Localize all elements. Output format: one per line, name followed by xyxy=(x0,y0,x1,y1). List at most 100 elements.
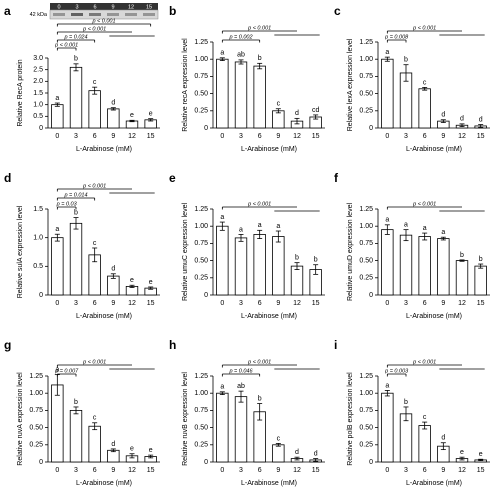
significance-letter: a xyxy=(276,223,280,230)
bar xyxy=(216,58,229,129)
blot-band-signal xyxy=(89,13,101,16)
p-value: p = 0.03 xyxy=(56,201,78,207)
significance-letter: a xyxy=(385,217,389,224)
p-value: p = 0.003 xyxy=(384,368,409,374)
x-tick-label: 9 xyxy=(111,467,115,474)
y-tick-label: 0 xyxy=(369,125,373,132)
bar xyxy=(51,237,64,296)
y-tick-label: 1.00 xyxy=(194,223,208,230)
significance-letter: a xyxy=(220,384,224,391)
blot-marker: 42 kDa xyxy=(30,12,48,18)
significance-letter: cd xyxy=(312,107,320,114)
x-axis-title: L-Arabinose (mM) xyxy=(241,480,297,487)
x-axis-title: L-Arabinose (mM) xyxy=(406,313,462,320)
x-tick-label: 12 xyxy=(128,133,136,140)
bar xyxy=(69,222,83,296)
bar xyxy=(69,409,83,463)
significance-letter: e xyxy=(149,447,153,454)
x-tick-label: 12 xyxy=(458,133,466,140)
bar xyxy=(107,108,120,129)
y-tick-label: 0.25 xyxy=(29,442,43,449)
x-tick-label: 6 xyxy=(93,133,97,140)
p-value: p < 0.001 xyxy=(412,25,436,31)
p-value: p < 0.001 xyxy=(82,26,106,32)
x-tick-label: 9 xyxy=(111,300,115,307)
significance-letter: d xyxy=(460,116,464,123)
bar xyxy=(418,88,431,129)
significance-letter: b xyxy=(258,395,262,402)
y-tick-label: 0 xyxy=(204,125,208,132)
significance-letter: ab xyxy=(237,383,245,390)
blot-lane-label: 12 xyxy=(128,4,134,10)
x-tick-label: 15 xyxy=(312,467,320,474)
y-tick-label: 0.75 xyxy=(359,73,373,80)
y-tick-label: 0.25 xyxy=(194,108,208,115)
x-tick-label: 6 xyxy=(258,133,262,140)
y-tick-label: 1.25 xyxy=(359,206,373,213)
bar xyxy=(51,104,64,129)
x-tick-label: 0 xyxy=(220,300,224,307)
x-tick-label: 12 xyxy=(458,467,466,474)
y-axis-title: Relative umuD expression level xyxy=(347,203,354,301)
y-tick-label: 0 xyxy=(369,292,373,299)
x-tick-label: 12 xyxy=(128,300,136,307)
significance-letter: b xyxy=(460,252,464,259)
x-tick-label: 15 xyxy=(147,467,155,474)
bar xyxy=(272,444,285,463)
x-tick-label: 15 xyxy=(312,300,320,307)
y-axis-title: Relative RecA protein xyxy=(17,59,24,126)
panel-label: f xyxy=(334,171,339,185)
x-tick-label: 12 xyxy=(293,300,301,307)
x-tick-label: 6 xyxy=(93,300,97,307)
significance-letter: c xyxy=(93,79,97,86)
blot-band-signal xyxy=(71,13,83,16)
x-tick-label: 6 xyxy=(258,467,262,474)
y-tick-label: 0.75 xyxy=(359,240,373,247)
y-tick-label: 1.25 xyxy=(194,373,208,380)
bar xyxy=(88,90,101,129)
bar xyxy=(437,238,450,296)
p-value: p < 0.001 xyxy=(247,359,271,365)
significance-letter: c xyxy=(423,414,427,421)
y-tick-label: 0 xyxy=(39,125,43,132)
significance-letter: d xyxy=(295,110,299,117)
x-axis-title: L-Arabinose (mM) xyxy=(241,313,297,320)
y-tick-label: 1.00 xyxy=(359,223,373,230)
panel-label: a xyxy=(4,4,11,18)
bar xyxy=(234,237,248,296)
x-tick-label: 0 xyxy=(55,133,59,140)
bar xyxy=(474,265,487,296)
y-tick-label: 0 xyxy=(204,292,208,299)
x-axis-title: L-Arabinose (mM) xyxy=(241,146,297,153)
x-tick-label: 15 xyxy=(147,300,155,307)
p-value: p < 0.001 xyxy=(54,42,78,48)
x-tick-label: 6 xyxy=(423,300,427,307)
x-tick-label: 9 xyxy=(441,133,445,140)
x-tick-label: 0 xyxy=(220,133,224,140)
blot-lane-label: 15 xyxy=(146,4,152,10)
p-value: p = 0.002 xyxy=(228,34,252,40)
y-tick-label: 0.50 xyxy=(194,257,208,264)
x-tick-label: 3 xyxy=(404,300,408,307)
blot-header xyxy=(50,3,158,10)
x-tick-label: 9 xyxy=(111,133,115,140)
p-value: p = 0.008 xyxy=(384,34,409,40)
significance-letter: a xyxy=(441,229,445,236)
bar xyxy=(253,234,266,296)
significance-letter: b xyxy=(479,256,483,263)
p-value: p < 0.001 xyxy=(82,183,106,189)
y-tick-label: 0.25 xyxy=(194,442,208,449)
y-tick-label: 1.25 xyxy=(29,373,43,380)
significance-letter: a xyxy=(258,222,262,229)
x-tick-label: 0 xyxy=(55,467,59,474)
y-tick-label: 0 xyxy=(204,459,208,466)
y-axis-title: Relative ruvA expression level xyxy=(17,372,24,466)
x-tick-label: 12 xyxy=(458,300,466,307)
p-value: p < 0.001 xyxy=(247,25,271,31)
x-axis-title: L-Arabinose (mM) xyxy=(76,313,132,320)
x-tick-label: 9 xyxy=(441,467,445,474)
x-tick-label: 0 xyxy=(385,467,389,474)
blot-lane-label: 6 xyxy=(93,4,96,10)
significance-letter: e xyxy=(149,111,153,118)
